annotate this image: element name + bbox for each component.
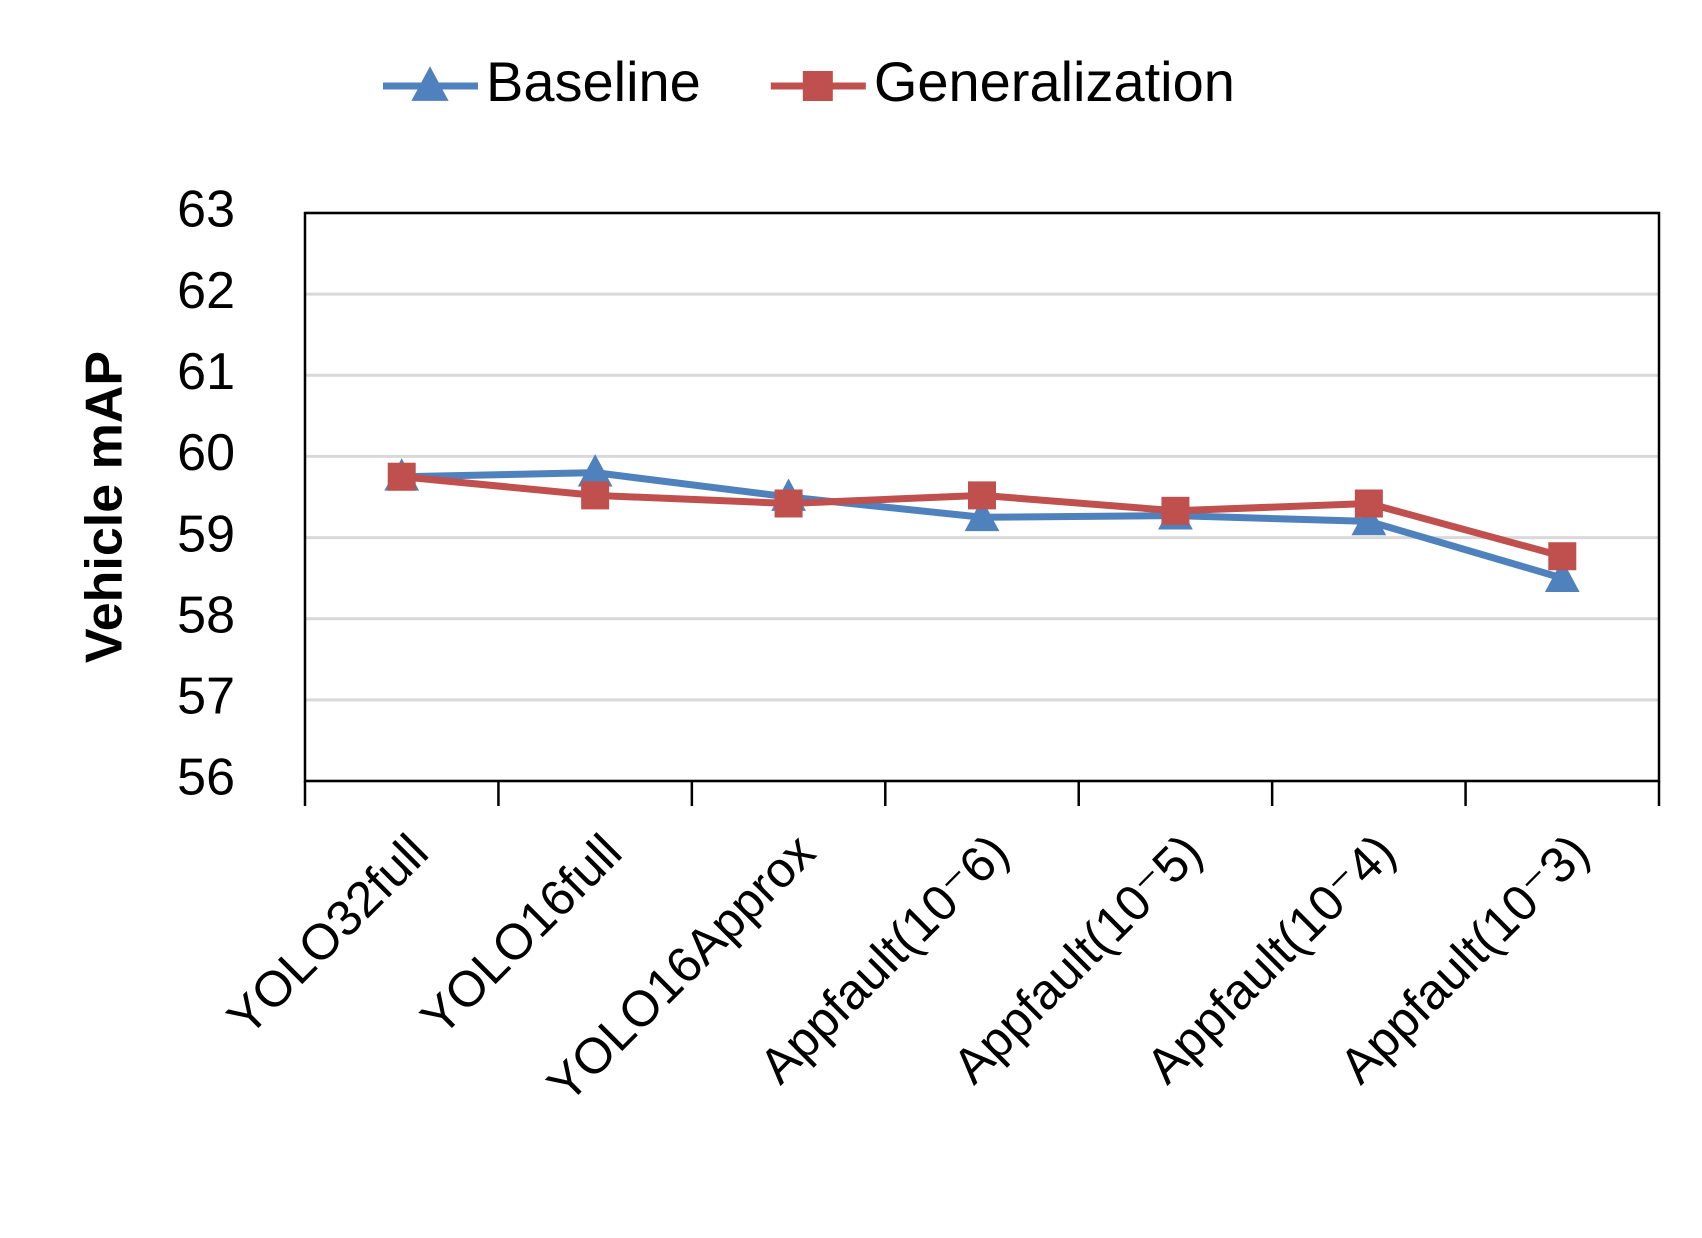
legend-label: Baseline: [486, 50, 701, 113]
marker: [411, 66, 449, 101]
marker: [581, 481, 610, 510]
marker: [964, 498, 1000, 532]
y-tick-label: 63: [177, 181, 235, 239]
y-axis-label: Vehicle mAP: [76, 351, 134, 663]
marker: [1161, 496, 1190, 525]
marker: [1544, 559, 1580, 593]
y-tick-label: 56: [177, 749, 235, 807]
marker: [1548, 542, 1577, 571]
y-tick-label: 60: [177, 424, 235, 482]
marker: [968, 481, 996, 510]
marker: [802, 71, 833, 101]
y-tick-label: 62: [177, 262, 235, 320]
legend-label: Generalization: [874, 50, 1235, 113]
marker: [1351, 502, 1387, 536]
marker: [577, 454, 613, 487]
x-tick-label: YOLO32full: [216, 824, 438, 1046]
y-tick-label: 57: [177, 668, 235, 726]
y-tick-label: 61: [177, 343, 235, 401]
marker: [774, 489, 803, 518]
y-tick-label: 58: [177, 586, 235, 644]
marker: [1354, 489, 1383, 518]
y-tick-label: 59: [177, 505, 235, 563]
plot-frame: [303, 211, 1661, 783]
marker: [387, 462, 416, 491]
